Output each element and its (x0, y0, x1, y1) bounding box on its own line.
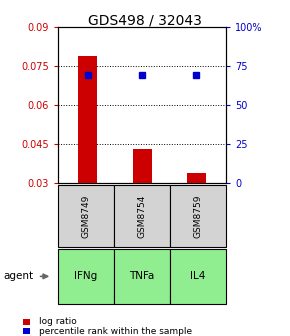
Text: GDS498 / 32043: GDS498 / 32043 (88, 13, 202, 28)
Text: IL4: IL4 (191, 271, 206, 281)
Bar (133, 149, 152, 183)
Text: GSM8754: GSM8754 (137, 194, 147, 238)
Bar (187, 173, 206, 183)
Text: IFNg: IFNg (75, 271, 98, 281)
Bar (78, 55, 97, 183)
Text: log ratio: log ratio (39, 318, 77, 326)
Text: GSM8749: GSM8749 (81, 194, 90, 238)
Text: agent: agent (3, 271, 33, 281)
Text: percentile rank within the sample: percentile rank within the sample (39, 327, 192, 336)
Text: GSM8759: GSM8759 (194, 194, 203, 238)
Text: TNFa: TNFa (129, 271, 155, 281)
